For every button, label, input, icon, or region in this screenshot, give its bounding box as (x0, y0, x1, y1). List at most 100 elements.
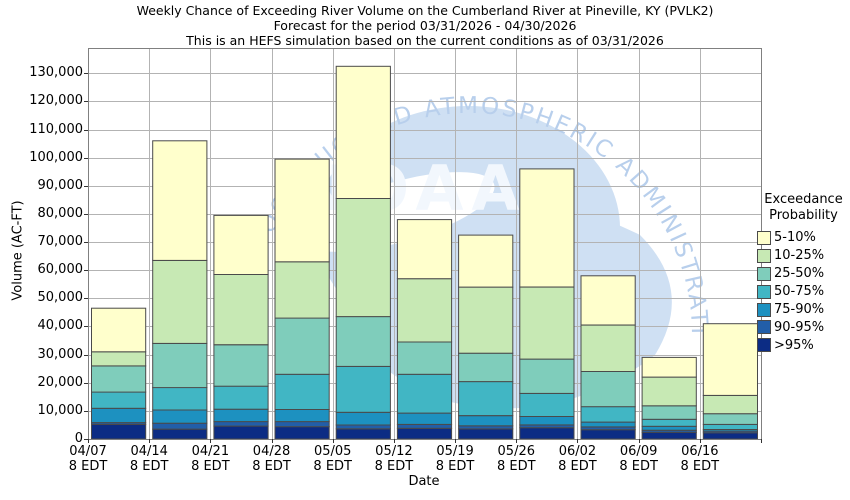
legend-swatch (757, 338, 771, 353)
bar-segment (213, 344, 269, 387)
bar-segment (396, 373, 453, 414)
bar-segment (580, 324, 636, 373)
y-tick-label: 80,000 (37, 205, 84, 221)
bar-segment (274, 261, 330, 319)
bar-segment (274, 158, 330, 263)
y-tick-label: 50,000 (37, 290, 84, 306)
legend-swatch (757, 320, 771, 335)
legend-swatch (757, 284, 771, 299)
legend-label: 25-50% (774, 266, 825, 282)
legend: Exceedance Probability 5-10% 10-25% 25-50%… (757, 192, 850, 354)
legend-swatch (757, 248, 771, 263)
bar-segment (641, 405, 697, 420)
y-tick-label: 10,000 (37, 402, 84, 418)
bar-segment (641, 425, 697, 431)
bar-segment (91, 365, 147, 393)
tick-marks (84, 73, 762, 443)
x-axis-title: Date (408, 474, 440, 489)
bar-segment (213, 273, 269, 346)
x-tick-label: 06/02 8 EDT (558, 444, 597, 474)
y-tick-label: 20,000 (37, 374, 84, 390)
bar-segment (519, 286, 575, 360)
bar-segment (91, 423, 147, 440)
x-tick-label: 04/28 8 EDT (252, 444, 291, 474)
bar-segment (641, 418, 697, 427)
legend-label: 50-75% (774, 284, 825, 300)
bar-segment (91, 351, 147, 367)
legend-swatch (757, 266, 771, 281)
bar-segment (335, 411, 391, 426)
chart-title: Weekly Chance of Exceeding River Volume … (136, 3, 714, 18)
legend-swatch (757, 302, 771, 317)
legend-item: 5-10% (757, 229, 850, 247)
x-tick-label: 04/14 8 EDT (129, 444, 169, 474)
bar-segment (580, 421, 636, 428)
bar-segment (396, 341, 453, 375)
bar-segment (213, 385, 269, 410)
bar-segment (274, 426, 330, 440)
y-tick-label: 70,000 (37, 234, 84, 250)
bar-segment (519, 168, 575, 288)
y-tick-label: 130,000 (29, 65, 83, 81)
bar-segment (91, 407, 147, 424)
bar-segment (152, 259, 208, 344)
legend-item: 25-50% (757, 265, 850, 283)
legend-label: >95% (774, 337, 814, 353)
bar-segment (152, 140, 208, 261)
x-tick-label: 06/16 8 EDT (680, 444, 720, 474)
bar-segment (580, 371, 636, 408)
x-tick-label: 05/19 8 EDT (435, 444, 475, 474)
bar-segment (274, 317, 330, 375)
bar-segment (458, 428, 514, 440)
legend-item: 50-75% (757, 283, 850, 301)
y-tick-label: 120,000 (29, 93, 83, 109)
legend-items: 5-10% 10-25% 25-50% 50-75% 75-90% 90-95% >95% (757, 229, 850, 354)
y-tick-label: 60,000 (37, 262, 84, 278)
bar-segment (519, 392, 575, 417)
bar-segment (335, 198, 391, 318)
legend-label: 10-25% (774, 248, 825, 264)
bar-segment (396, 219, 453, 280)
bar-segment (213, 425, 269, 440)
bar-segment (152, 342, 208, 389)
bar-segment (458, 352, 514, 383)
legend-label: 5-10% (774, 230, 816, 246)
bar-segment (274, 373, 330, 410)
bar-segment (702, 323, 758, 396)
bar-segment (519, 358, 575, 394)
bar-segment (641, 356, 697, 378)
y-tick-label: 0 (74, 431, 83, 446)
bar-segment (519, 416, 575, 426)
bar-segment (91, 391, 147, 409)
bar-segment (396, 427, 453, 440)
chart-titles: Weekly Chance of Exceeding River Volume … (0, 3, 850, 48)
bar-segment (580, 406, 636, 423)
bar-segment (396, 278, 453, 343)
bar-segment (213, 214, 269, 275)
x-tick-label: 05/12 8 EDT (374, 444, 414, 474)
legend-item: 10-25% (757, 247, 850, 265)
legend-item: 90-95% (757, 318, 850, 336)
bar-segment (274, 421, 330, 428)
bar-segment (458, 234, 514, 288)
y-tick-label: 100,000 (29, 149, 83, 165)
bar-segment (580, 429, 636, 440)
x-tick-label: 05/26 8 EDT (496, 444, 536, 474)
x-tick-label: 04/21 8 EDT (191, 444, 230, 474)
x-tick-label: 05/05 8 EDT (313, 444, 352, 474)
y-tick-label: 90,000 (37, 177, 84, 193)
bar-segment (702, 423, 758, 430)
bar-segment (213, 421, 269, 427)
bars (91, 65, 758, 440)
bar-segment (91, 307, 147, 353)
bar-segment (213, 408, 269, 423)
y-tick-label: 110,000 (29, 121, 83, 137)
y-tick-label: 40,000 (37, 318, 84, 334)
x-tick-label: 06/09 8 EDT (619, 444, 658, 474)
legend-label: 75-90% (774, 302, 825, 317)
legend-item: >95% (757, 336, 850, 354)
chart-subtitle-period: Forecast for the period 03/31/2026 - 04/… (273, 18, 577, 33)
bar-segment (458, 381, 514, 417)
